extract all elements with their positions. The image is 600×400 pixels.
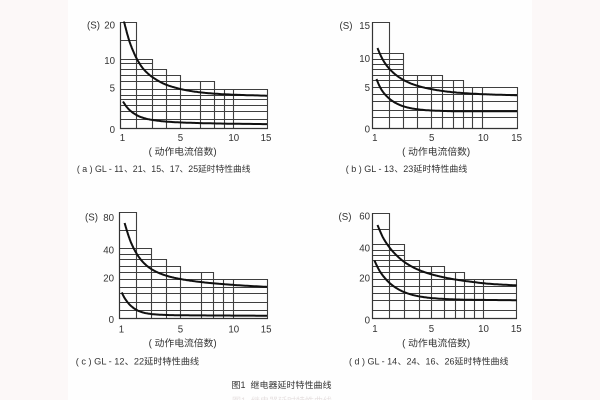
svg-text:40: 40 [103, 246, 114, 257]
svg-text:10: 10 [478, 324, 489, 335]
svg-text:15: 15 [511, 324, 522, 335]
svg-text:15: 15 [151, 164, 161, 174]
svg-text:5: 5 [429, 324, 434, 335]
svg-text:(: ( [402, 339, 406, 350]
svg-text:( c ) GL - 12: ( c ) GL - 12 [76, 357, 125, 367]
svg-text:( d ) GL - 14: ( d ) GL - 14 [349, 357, 397, 367]
svg-text:25: 25 [188, 164, 198, 174]
svg-text:5: 5 [429, 133, 434, 144]
svg-text:10: 10 [228, 133, 239, 144]
svg-text:24: 24 [407, 357, 417, 367]
svg-text:(S): (S) [339, 212, 352, 223]
svg-text:15: 15 [511, 133, 522, 144]
svg-text:10: 10 [228, 324, 239, 335]
svg-text:40: 40 [359, 244, 370, 255]
svg-text:17: 17 [170, 164, 180, 174]
svg-text:0: 0 [365, 125, 371, 136]
svg-text:): ) [467, 339, 470, 350]
svg-text:10: 10 [104, 56, 115, 67]
svg-text:26: 26 [445, 357, 455, 367]
svg-text:1: 1 [372, 324, 377, 335]
svg-text:5: 5 [178, 133, 183, 144]
svg-text:1: 1 [241, 380, 246, 390]
svg-text:( b ) GL - 13: ( b ) GL - 13 [346, 164, 394, 174]
svg-text:15: 15 [261, 324, 272, 335]
svg-text:1: 1 [120, 133, 125, 144]
svg-text:22: 22 [134, 357, 144, 367]
svg-text:10: 10 [478, 133, 489, 144]
svg-text:15: 15 [359, 21, 370, 32]
svg-text:(S): (S) [87, 21, 100, 32]
svg-text:(S): (S) [340, 21, 353, 32]
svg-text:10: 10 [359, 54, 370, 65]
svg-text:0: 0 [365, 315, 371, 326]
svg-text:(: ( [149, 147, 153, 158]
svg-text:20: 20 [359, 274, 370, 285]
svg-text:23: 23 [403, 164, 413, 174]
svg-text:(: ( [402, 147, 406, 158]
svg-text:60: 60 [359, 212, 370, 223]
svg-text:5: 5 [365, 83, 370, 94]
svg-text:20: 20 [103, 274, 114, 285]
svg-text:(S): (S) [85, 213, 98, 224]
svg-text:16: 16 [426, 357, 436, 367]
svg-text:21: 21 [133, 164, 143, 174]
svg-text:( a ) GL - 11: ( a ) GL - 11 [77, 164, 124, 174]
svg-text:0: 0 [110, 125, 116, 136]
svg-text:5: 5 [110, 84, 115, 95]
svg-text:): ) [213, 339, 216, 350]
svg-text:0: 0 [109, 315, 115, 326]
svg-text:1: 1 [119, 324, 124, 335]
svg-text:): ) [213, 147, 216, 158]
svg-text:20: 20 [104, 21, 115, 32]
svg-text:15: 15 [261, 133, 272, 144]
svg-text:1: 1 [372, 133, 377, 144]
svg-text:1: 1 [241, 396, 246, 400]
svg-text:5: 5 [178, 324, 183, 335]
svg-text:80: 80 [103, 213, 114, 224]
svg-text:): ) [467, 147, 470, 158]
svg-text:(: ( [149, 339, 153, 350]
